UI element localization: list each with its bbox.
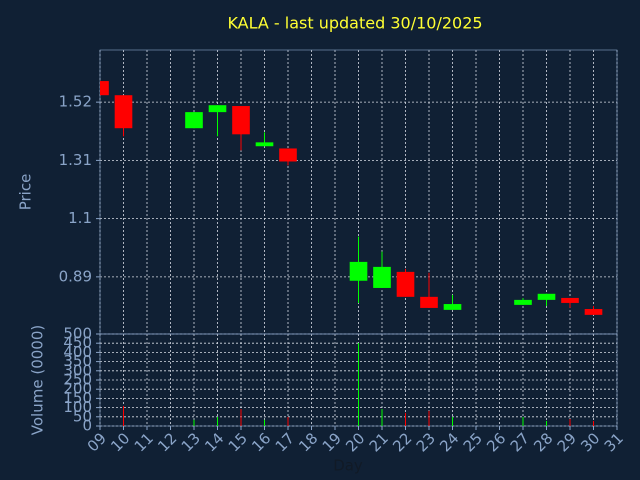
candle-body: [561, 297, 579, 303]
volume-axis-label: Volume (0000): [29, 325, 47, 435]
y-tick-label: 1.1: [68, 209, 92, 227]
y-tick-label: 1.31: [59, 151, 92, 169]
y2-tick-label: 500: [63, 325, 92, 343]
y-tick-label: 0.89: [59, 267, 92, 285]
candle-body: [537, 293, 556, 300]
y-tick-label: 1.52: [59, 93, 92, 111]
candle-body: [232, 106, 250, 135]
y2-tick-label: 100: [63, 398, 92, 416]
candle-body: [443, 304, 462, 310]
candles: [100, 81, 603, 315]
candle-body: [100, 81, 109, 96]
y2-tick-label: 200: [63, 380, 92, 398]
candle-body: [396, 271, 415, 297]
y2-tick-label: 50: [73, 407, 92, 425]
candle-body: [255, 142, 274, 147]
candle-body: [279, 148, 297, 162]
candle-body: [349, 261, 368, 281]
y2-tick-label: 250: [63, 371, 92, 389]
candle-body: [514, 299, 532, 305]
y2-tick-label: 450: [63, 334, 92, 352]
chart-title: KALA - last updated 30/10/2025: [227, 14, 482, 33]
candle-body: [420, 296, 438, 308]
y-axis-label: Price: [17, 174, 35, 211]
x-axis-label: Day: [333, 457, 363, 475]
y2-tick-label: 150: [63, 389, 92, 407]
candle-body: [185, 112, 203, 129]
y2-tick-label: 350: [63, 352, 92, 370]
y2-tick-label: 300: [63, 361, 92, 379]
y2-tick-label: 0: [82, 417, 92, 435]
candle-body: [373, 266, 391, 288]
candle-body: [114, 95, 133, 129]
y2-tick-label: 400: [63, 343, 92, 361]
candle-body: [208, 105, 227, 113]
candle-body: [584, 309, 603, 315]
